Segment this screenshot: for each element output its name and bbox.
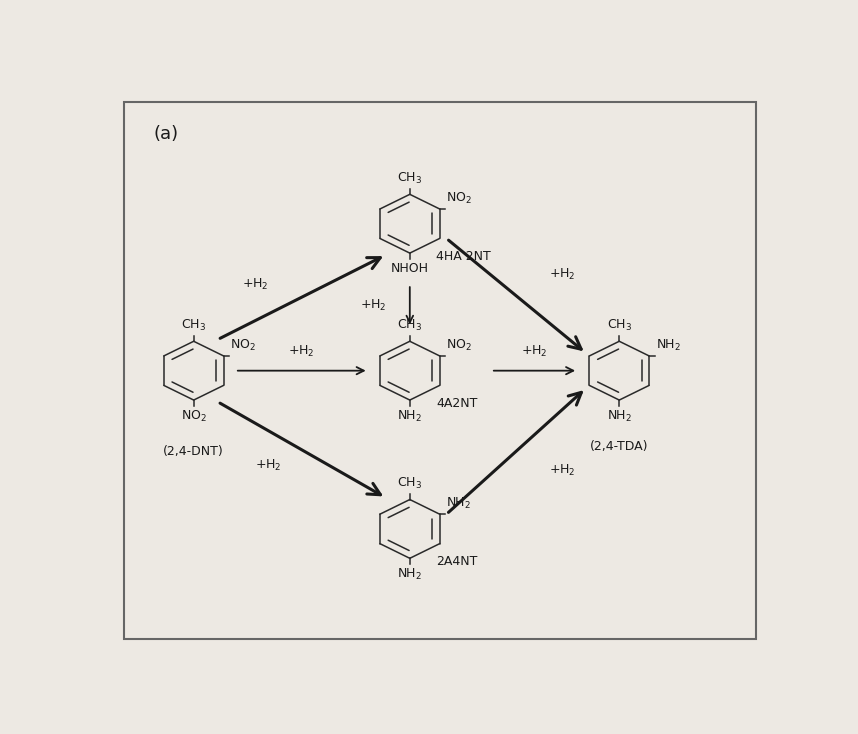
Text: +H$_2$: +H$_2$ <box>549 462 576 478</box>
Text: NO$_2$: NO$_2$ <box>230 338 257 353</box>
Text: (2,4-DNT): (2,4-DNT) <box>163 446 224 458</box>
Text: NH$_2$: NH$_2$ <box>656 338 681 353</box>
Text: CH$_3$: CH$_3$ <box>397 171 422 186</box>
Text: +H$_2$: +H$_2$ <box>255 458 281 473</box>
Text: CH$_3$: CH$_3$ <box>397 476 422 491</box>
Text: NO$_2$: NO$_2$ <box>181 409 207 424</box>
Text: +H$_2$: +H$_2$ <box>521 344 547 360</box>
Text: NO$_2$: NO$_2$ <box>446 191 472 206</box>
Text: 4HA 2NT: 4HA 2NT <box>437 250 491 264</box>
Text: CH$_3$: CH$_3$ <box>181 318 206 333</box>
Text: CH$_3$: CH$_3$ <box>397 318 422 333</box>
Text: NH$_2$: NH$_2$ <box>397 409 422 424</box>
Text: NO$_2$: NO$_2$ <box>446 338 472 353</box>
Text: 2A4NT: 2A4NT <box>437 556 478 569</box>
Text: NH$_2$: NH$_2$ <box>607 409 631 424</box>
Text: (a): (a) <box>154 125 179 143</box>
Text: +H$_2$: +H$_2$ <box>360 298 387 313</box>
Text: +H$_2$: +H$_2$ <box>288 344 315 360</box>
Text: NHOH: NHOH <box>390 261 429 275</box>
Text: 4A2NT: 4A2NT <box>437 397 478 410</box>
Text: (2,4-TDA): (2,4-TDA) <box>590 440 649 453</box>
Text: +H$_2$: +H$_2$ <box>242 277 269 291</box>
Text: NH$_2$: NH$_2$ <box>397 567 422 582</box>
Text: CH$_3$: CH$_3$ <box>607 318 631 333</box>
Text: +H$_2$: +H$_2$ <box>549 266 576 282</box>
Text: NH$_2$: NH$_2$ <box>446 496 471 512</box>
